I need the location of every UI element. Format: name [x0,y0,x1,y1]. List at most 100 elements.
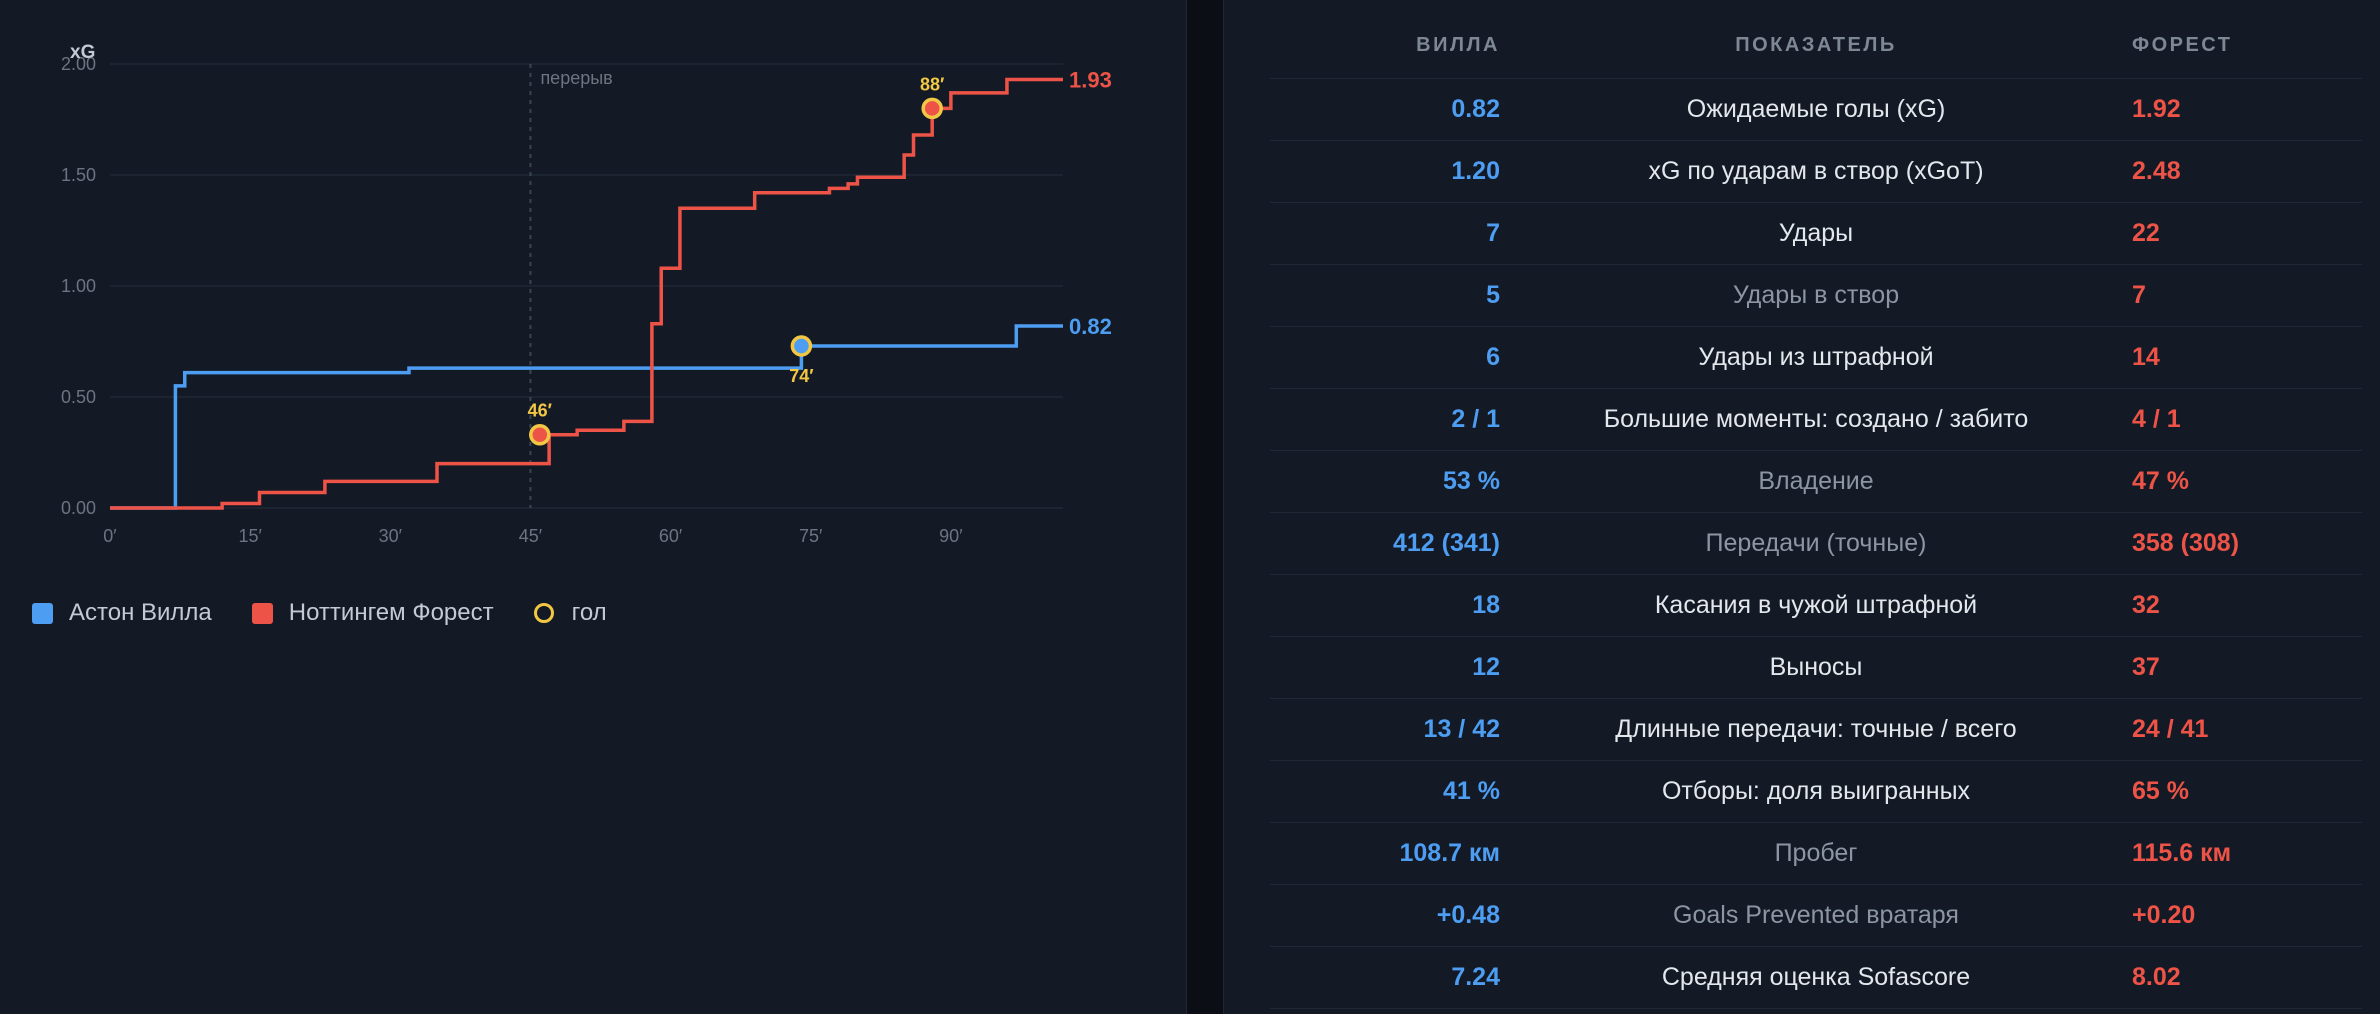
y-tick-label: 2.00 [61,54,96,74]
halftime-label: перерыв [540,68,612,88]
stat-away-value: 24 / 41 [2132,698,2362,761]
stats-header-row: ВИЛЛА ПОКАЗАТЕЛЬ ФОРЕСТ [1270,14,2362,79]
header-home: ВИЛЛА [1270,14,1500,79]
x-tick-label: 60′ [659,526,683,546]
stat-metric-label: Средняя оценка Sofascore [1500,946,2132,1009]
x-tick-label: 75′ [799,526,823,546]
header-away: ФОРЕСТ [2132,14,2362,79]
y-axis-label: xG [70,42,95,63]
stat-metric-label: Ожидаемые голы (xG) [1500,78,2132,141]
xg-timeline-chart: 0.00 0.50 1.00 1.50 2.00 0′ 15′ 30′ 45′ 60′ 75′ 90′… [61,42,1112,546]
chart-legend: Астон Вилла Ноттингем Форест гол [32,598,647,628]
stats-row: 412 (341) Передачи (точные) 358 (308) [1270,512,2362,575]
legend-label-away: Ноттингем Форест [288,599,494,626]
panel-divider [1186,0,1224,1014]
goal-ring-icon [533,603,554,623]
stats-row: 13 / 42 Длинные передачи: точные / всего 2… [1270,698,2362,761]
xg-chart-panel: 0.00 0.50 1.00 1.50 2.00 0′ 15′ 30′ 45′ 60′ 75′ 90′… [0,0,1186,1014]
stat-metric-label: Владение [1500,450,2132,513]
stats-row: 53 % Владение 47 % [1270,450,2362,513]
stat-away-value: 22 [2132,202,2362,265]
stat-metric-label: Выносы [1500,636,2132,699]
x-tick-label: 15′ [238,526,262,546]
stat-away-value: 37 [2132,636,2362,699]
stat-home-value: 7.24 [1270,946,1500,1009]
stats-panel: ВИЛЛА ПОКАЗАТЕЛЬ ФОРЕСТ 0.82 Ожидаемые го… [1224,0,2380,1014]
stats-row: 41 % Отборы: доля выигранных 65 % [1270,760,2362,823]
y-tick-label: 0.50 [61,387,96,407]
stat-metric-label: Удары из штрафной [1500,326,2132,389]
stat-home-value: 13 / 42 [1270,698,1500,761]
header-metric: ПОКАЗАТЕЛЬ [1500,14,2132,79]
stat-metric-label: Длинные передачи: точные / всего [1500,698,2132,761]
stat-away-value: 358 (308) [2132,512,2362,575]
goal-marker [921,97,943,120]
stat-away-value: 7 [2132,264,2362,327]
stats-row: 5 Удары в створ 7 [1270,264,2362,327]
stats-row: 2 / 1 Большие моменты: создано / забито 4 … [1270,388,2362,451]
stat-metric-label: Касания в чужой штрафной [1500,574,2132,637]
stat-away-value: 8.02 [2132,946,2362,1009]
goal-minute-label: 46′ [528,401,552,421]
stat-home-value: 12 [1270,636,1500,699]
stats-row: 6 Удары из штрафной 14 [1270,326,2362,389]
stat-metric-label: Пробег [1500,822,2132,885]
goal-minute-label: 88′ [920,74,944,94]
stat-away-value: 65 % [2132,760,2362,823]
stats-row: +0.48 Goals Prevented вратаря +0.20 [1270,884,2362,947]
y-tick-label: 0.00 [61,498,96,518]
stats-row: 18 Касания в чужой штрафной 32 [1270,574,2362,637]
stat-away-value: 2.48 [2132,140,2362,203]
stats-row: 108.7 км Пробег 115.6 км [1270,822,2362,885]
stats-row: 7.24 Средняя оценка Sofascore 8.02 [1270,946,2362,1009]
stat-away-value: +0.20 [2132,884,2362,947]
stat-home-value: 53 % [1270,450,1500,513]
stat-metric-label: Отборы: доля выигранных [1500,760,2132,823]
stats-row: 1.20 xG по ударам в створ (xGoT) 2.48 [1270,140,2362,203]
legend-item-away[interactable]: Ноттингем Форест [251,599,494,627]
x-tick-label: 30′ [379,526,403,546]
legend-swatch-away [251,602,273,624]
y-tick-label: 1.00 [61,276,96,296]
stats-body: 0.82 Ожидаемые голы (xG) 1.92 1.20 xG по уда… [1270,78,2362,1009]
stat-away-value: 32 [2132,574,2362,637]
stat-home-value: 7 [1270,202,1500,265]
stat-metric-label: Большие моменты: создано / забито [1500,388,2132,451]
stat-home-value: 6 [1270,326,1500,389]
goal-marker [529,423,551,446]
stat-home-value: 2 / 1 [1270,388,1500,451]
stat-away-value: 47 % [2132,450,2362,513]
series-line-home [110,324,1063,510]
legend-item-goal[interactable]: гол [533,599,607,627]
stat-home-value: 5 [1270,264,1500,327]
stat-home-value: 41 % [1270,760,1500,823]
series-final-label: 1.93 [1069,68,1112,93]
stat-home-value: 18 [1270,574,1500,637]
stat-home-value: 1.20 [1270,140,1500,203]
stat-away-value: 1.92 [2132,78,2362,141]
stat-away-value: 4 / 1 [2132,388,2362,451]
goal-minute-label: 74′ [789,366,813,386]
stat-away-value: 14 [2132,326,2362,389]
legend-label-goal: гол [571,599,607,626]
stat-metric-label: Goals Prevented вратаря [1500,884,2132,947]
goal-marker [790,335,813,357]
stat-home-value: 108.7 км [1270,822,1500,885]
stats-row: 7 Удары 22 [1270,202,2362,265]
stats-table: ВИЛЛА ПОКАЗАТЕЛЬ ФОРЕСТ 0.82 Ожидаемые го… [1270,14,2362,1009]
stat-metric-label: xG по ударам в створ (xGoT) [1500,140,2132,203]
stat-away-value: 115.6 км [2132,822,2362,885]
legend-swatch-home [32,602,53,624]
legend-item-home[interactable]: Астон Вилла [32,599,212,627]
x-tick-label: 0′ [103,526,117,546]
x-tick-label: 45′ [519,526,543,546]
legend-label-home: Астон Вилла [69,599,212,626]
stat-metric-label: Передачи (точные) [1500,512,2132,575]
stat-home-value: 412 (341) [1270,512,1500,575]
stat-metric-label: Удары [1500,202,2132,265]
y-tick-label: 1.50 [61,165,96,185]
x-tick-label: 90′ [939,526,963,546]
stat-metric-label: Удары в створ [1500,264,2132,327]
stats-row: 0.82 Ожидаемые голы (xG) 1.92 [1270,78,2362,141]
stat-home-value: +0.48 [1270,884,1500,947]
